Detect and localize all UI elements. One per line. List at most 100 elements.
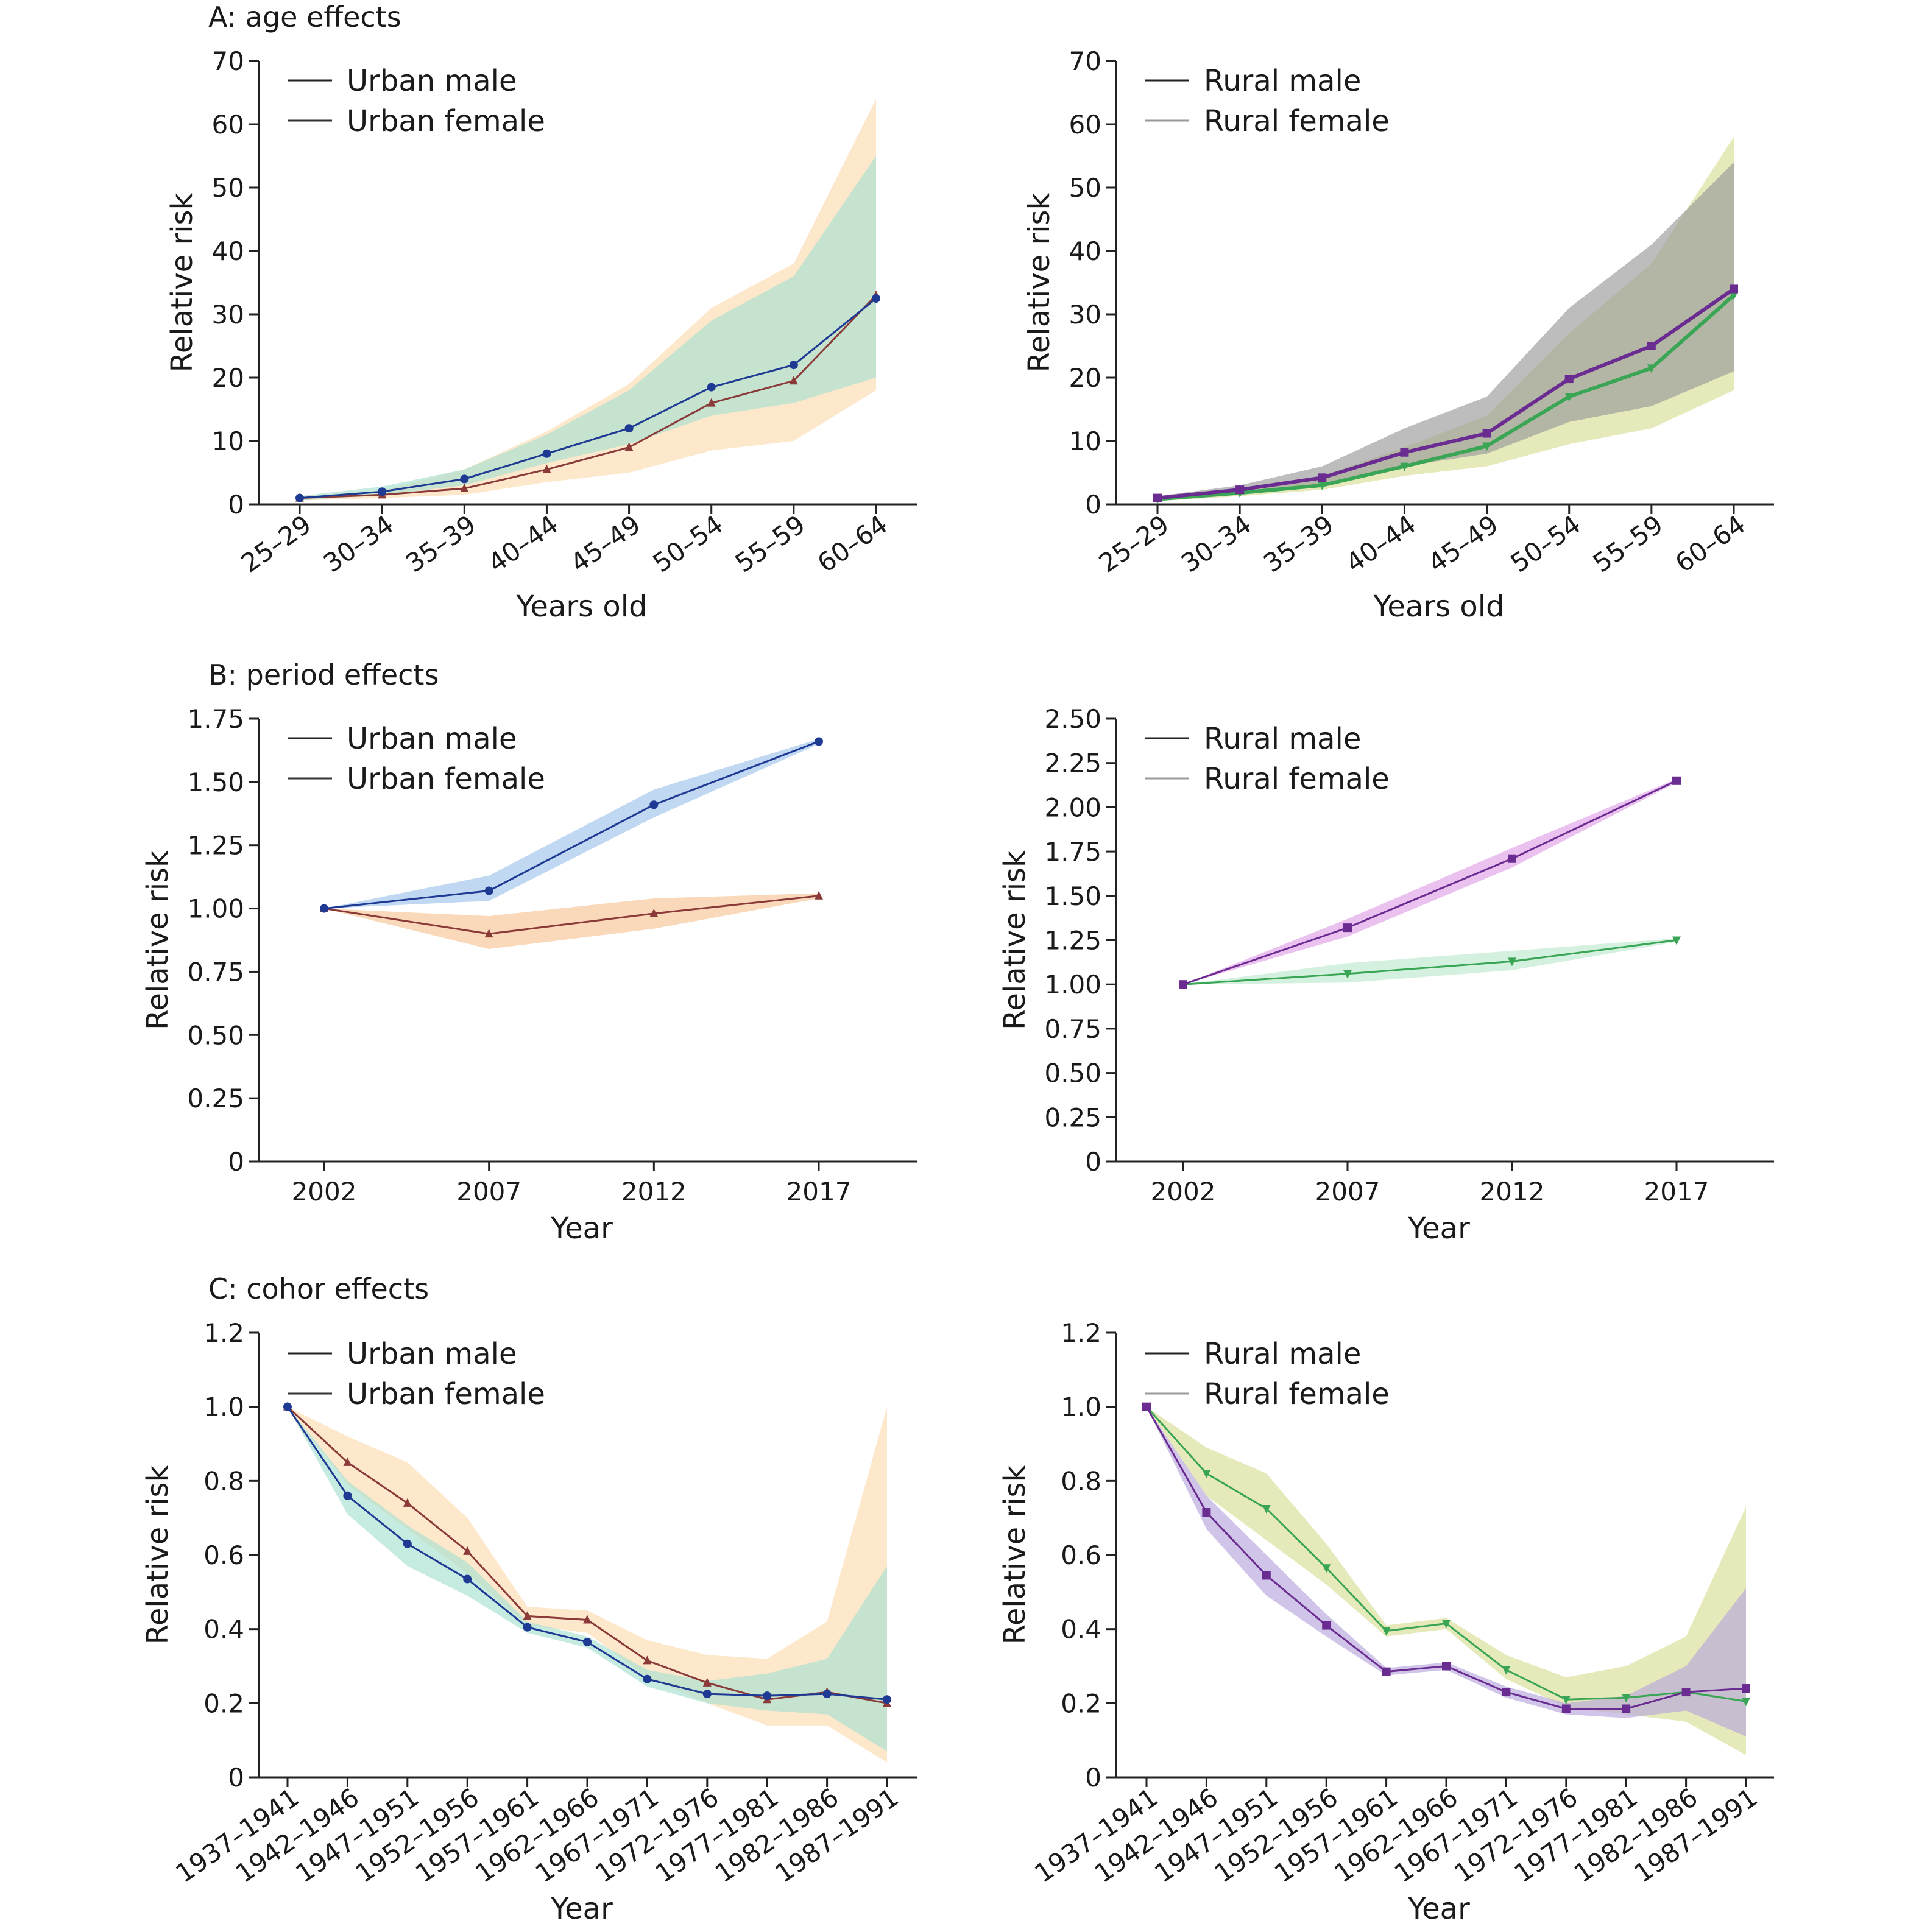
y-tick-label: 30 bbox=[1069, 300, 1101, 330]
series-line-rural-female bbox=[1157, 294, 1735, 501]
legend-label: Rural male bbox=[1204, 1337, 1361, 1371]
x-axis-label: Years old bbox=[1373, 590, 1504, 624]
y-tick-label: 1.75 bbox=[1044, 837, 1101, 867]
data-point-rural-female bbox=[1561, 1696, 1571, 1705]
y-tick-label: 0.50 bbox=[1044, 1059, 1101, 1088]
data-point-urban-male bbox=[815, 737, 823, 746]
y-tick-label: 10 bbox=[1069, 426, 1101, 456]
data-point-urban-male bbox=[583, 1637, 592, 1646]
legend-label: Urban female bbox=[347, 104, 545, 138]
series-line-urban-male bbox=[323, 740, 819, 910]
data-point-urban-male bbox=[283, 1402, 292, 1411]
data-point-urban-male bbox=[789, 361, 798, 370]
data-point-rural-male bbox=[1442, 1662, 1451, 1671]
y-tick-label: 1.50 bbox=[187, 767, 244, 797]
data-point-rural-female bbox=[1482, 442, 1491, 451]
y-tick-label: 1.75 bbox=[187, 704, 244, 734]
ci-band-rural-female bbox=[1183, 938, 1677, 985]
y-tick-label: 0.25 bbox=[187, 1084, 244, 1113]
section-title-age: A: age effects bbox=[208, 1, 401, 33]
data-point-rural-male bbox=[1318, 473, 1327, 482]
y-tick-label: 0 bbox=[1085, 490, 1101, 520]
data-point-urban-female bbox=[463, 1546, 472, 1555]
ci-band-urban-male bbox=[300, 156, 876, 501]
y-tick-label: 0 bbox=[228, 1147, 244, 1177]
y-tick-label: 1.2 bbox=[1061, 1318, 1101, 1348]
data-point-urban-male bbox=[460, 474, 469, 484]
data-point-urban-male bbox=[463, 1574, 472, 1584]
data-point-urban-female bbox=[403, 1498, 412, 1507]
data-point-urban-male bbox=[484, 886, 493, 895]
data-point-urban-male bbox=[649, 800, 659, 809]
data-point-urban-female bbox=[484, 929, 493, 938]
data-point-rural-male bbox=[1343, 923, 1352, 933]
x-tick-label: 2017 bbox=[786, 1177, 852, 1207]
data-point-urban-female bbox=[343, 1457, 352, 1466]
y-axis-label: Relative risk bbox=[141, 850, 175, 1030]
data-point-rural-male bbox=[1153, 493, 1162, 502]
data-point-urban-male bbox=[523, 1623, 532, 1632]
data-point-urban-male bbox=[403, 1539, 412, 1548]
data-point-rural-male bbox=[1672, 776, 1681, 785]
data-point-rural-female bbox=[1442, 1620, 1451, 1629]
y-tick-label: 0.25 bbox=[1044, 1102, 1101, 1132]
data-point-rural-female bbox=[1322, 1564, 1331, 1573]
y-tick-label: 1.00 bbox=[187, 894, 244, 924]
data-point-urban-male bbox=[702, 1690, 712, 1699]
data-point-rural-female bbox=[1400, 462, 1409, 471]
data-point-urban-male bbox=[822, 1690, 832, 1699]
data-point-urban-male bbox=[643, 1674, 652, 1683]
ci-band-urban-female bbox=[288, 1406, 887, 1763]
y-tick-label: 0 bbox=[228, 1763, 244, 1793]
data-point-rural-male bbox=[1647, 342, 1656, 350]
data-point-rural-female bbox=[1672, 936, 1681, 945]
x-tick-label: 2007 bbox=[1315, 1177, 1380, 1207]
data-point-rural-female bbox=[1647, 364, 1656, 373]
y-tick-label: 1.25 bbox=[187, 831, 244, 861]
y-tick-label: 60 bbox=[212, 110, 244, 139]
data-point-urban-female bbox=[702, 1677, 712, 1687]
y-tick-label: 2.25 bbox=[1044, 749, 1101, 778]
data-point-rural-female bbox=[1343, 970, 1352, 979]
y-axis-label: Relative risk bbox=[141, 1465, 175, 1645]
section-title-cohort: C: cohor effects bbox=[208, 1272, 429, 1305]
data-point-rural-male bbox=[1482, 429, 1491, 438]
chart-C-rural: 00.20.40.60.81.01.21937–19411942–1946194… bbox=[998, 1318, 1774, 1926]
data-point-rural-female bbox=[1622, 1694, 1631, 1703]
ci-band-rural-male bbox=[1157, 162, 1734, 501]
x-tick-label: 2012 bbox=[1480, 1177, 1545, 1207]
x-axis-label: Year bbox=[550, 1211, 613, 1246]
data-point-rural-male bbox=[1262, 1571, 1271, 1580]
legend-label: Rural male bbox=[1204, 722, 1361, 756]
y-tick-label: 0.75 bbox=[187, 957, 244, 987]
legend-label: Urban male bbox=[347, 1337, 517, 1371]
series-line-urban-female bbox=[323, 895, 819, 935]
x-tick-label: 2007 bbox=[456, 1177, 521, 1207]
y-tick-label: 0.8 bbox=[203, 1466, 244, 1496]
y-tick-label: 1.00 bbox=[1044, 970, 1101, 999]
series-line-urban-male bbox=[299, 297, 877, 499]
y-tick-label: 0 bbox=[228, 490, 244, 520]
y-tick-label: 20 bbox=[1069, 363, 1101, 393]
data-point-rural-male bbox=[1202, 1508, 1211, 1517]
data-point-urban-male bbox=[542, 449, 551, 458]
y-tick-label: 40 bbox=[1069, 236, 1101, 266]
data-point-urban-male bbox=[763, 1691, 772, 1701]
series-line-urban-female bbox=[299, 294, 877, 499]
data-point-rural-female bbox=[1318, 481, 1327, 490]
data-point-urban-male bbox=[320, 904, 328, 913]
data-point-urban-male bbox=[624, 424, 634, 433]
data-point-urban-female bbox=[649, 908, 659, 917]
x-tick-label: 2012 bbox=[621, 1177, 687, 1207]
data-point-urban-female bbox=[542, 464, 551, 473]
y-tick-label: 2.50 bbox=[1044, 704, 1101, 734]
y-tick-label: 0.2 bbox=[203, 1688, 244, 1718]
y-tick-label: 60 bbox=[1069, 110, 1101, 139]
x-tick-label: 2002 bbox=[1151, 1177, 1216, 1207]
y-tick-label: 70 bbox=[1069, 46, 1101, 76]
data-point-rural-male bbox=[1382, 1667, 1391, 1676]
data-point-urban-male bbox=[707, 383, 716, 392]
data-point-rural-female bbox=[1742, 1698, 1750, 1707]
legend-label: Urban female bbox=[347, 762, 545, 796]
y-axis-label: Relative risk bbox=[165, 192, 199, 372]
